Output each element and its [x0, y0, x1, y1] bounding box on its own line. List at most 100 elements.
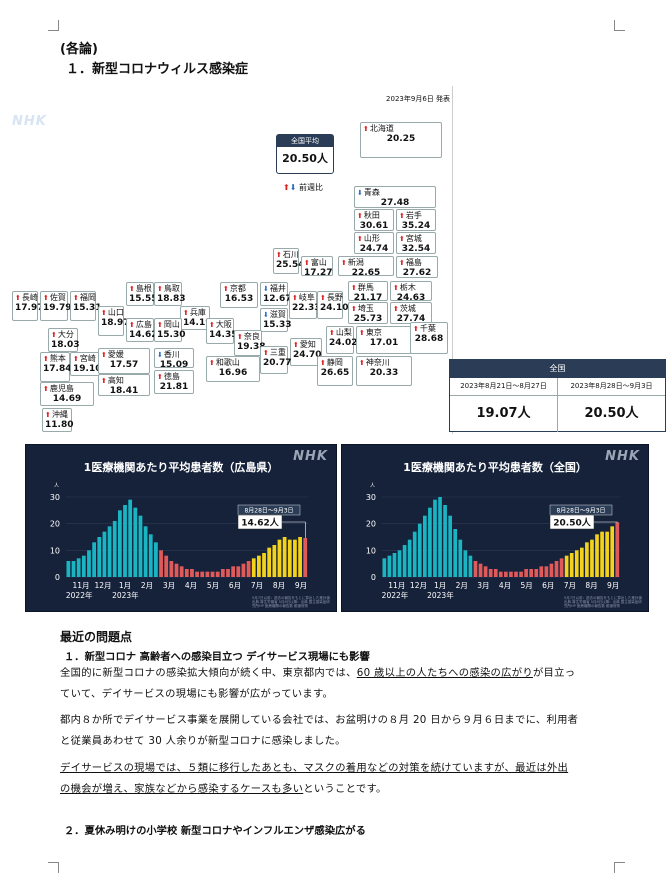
prefecture-23: ⬆茨城 27.74: [390, 302, 432, 324]
prefecture-name: ⬆宮城: [399, 234, 433, 244]
prefecture-value: 18.41: [109, 386, 139, 396]
prefecture-44: ⬆神奈川 20.33: [356, 356, 412, 386]
bar: [267, 547, 272, 577]
bar: [483, 566, 488, 577]
prefecture-name-text: 茨城: [399, 304, 416, 313]
bar: [458, 539, 463, 577]
bar: [257, 555, 261, 577]
prefecture-value: 25.54: [276, 260, 305, 270]
x-tick-label: 2月: [141, 581, 153, 590]
y-tick-label: 20: [50, 520, 60, 529]
down-arrow-icon: ⬇: [289, 183, 297, 192]
bar: [478, 563, 483, 577]
bar: [438, 497, 442, 577]
prefecture-value: 21.81: [159, 382, 189, 392]
bar: [473, 561, 478, 577]
prefecture-name: ⬆千葉: [413, 324, 445, 334]
prefecture-name: ⬆三重: [263, 348, 286, 358]
bar: [569, 553, 574, 577]
bar: [251, 558, 256, 577]
up-arrow-icon: ⬆: [129, 321, 135, 329]
prefecture-name: ⬆岡山: [157, 320, 180, 330]
bar: [605, 531, 609, 577]
heading-section1: １．新型コロナウィルス感染症: [66, 62, 249, 77]
prefecture-name-text: 島根: [135, 284, 152, 293]
bar: [493, 569, 498, 577]
up-arrow-icon: ⬆: [73, 294, 79, 302]
prefecture-name-text: 高知: [107, 376, 124, 385]
bar: [443, 505, 447, 577]
bar: [293, 539, 297, 577]
prefecture-34: ⬆東京 17.01: [356, 326, 412, 354]
up-arrow-icon: ⬆: [45, 411, 51, 419]
y-tick-label: 30: [366, 493, 376, 502]
prefecture-name: ⬆岐阜: [292, 293, 315, 303]
up-arrow-icon: ⬆: [399, 235, 405, 243]
prefecture-15: ⬆鳥取 18.83: [154, 282, 186, 306]
summary-col1-label: 2023年8月21日～8月27日: [450, 378, 557, 396]
down-arrow-icon: ⬇: [357, 189, 363, 197]
prefecture-name-text: 福井: [269, 284, 286, 293]
prefecture-1: ⬇青森 27.48: [354, 186, 436, 208]
prefecture-name-text: 岩手: [405, 211, 422, 220]
prefecture-value: 24.10: [320, 303, 349, 313]
prefecture-value: 12.67: [263, 294, 292, 304]
national-average-value: 20.50人: [282, 152, 328, 165]
bar: [423, 515, 427, 577]
prefecture-value: 15.31: [73, 303, 102, 313]
bar: [407, 539, 412, 577]
bar: [417, 523, 422, 577]
prefecture-43: ⬆静岡 26.65: [317, 356, 353, 386]
up-arrow-icon: ⬆: [183, 309, 189, 317]
up-arrow-icon: ⬆: [43, 385, 49, 393]
prefecture-name-text: 千葉: [419, 324, 436, 333]
prefecture-name: ⬆愛媛: [101, 350, 147, 360]
prefecture-4: ⬆山形 24.74: [354, 232, 394, 254]
bar: [282, 537, 287, 577]
bar: [428, 507, 432, 577]
prefecture-map: NHK 2023年9月6日 発表 全国平均 20.50人 ⬆⬇ 前週比 ⬆北海道…: [8, 86, 453, 434]
prefecture-name: ⬆神奈川: [359, 358, 409, 368]
prefecture-0: ⬆北海道 20.25: [360, 122, 442, 158]
compare-legend: ⬆⬇ 前週比: [283, 182, 323, 193]
up-arrow-icon: ⬆: [237, 333, 243, 341]
prefecture-value: 18.83: [157, 294, 186, 304]
up-arrow-icon: ⬆: [351, 305, 357, 313]
y-unit-label: 人: [54, 483, 59, 489]
summary-col-prev: 2023年8月21日～8月27日 19.07人: [450, 378, 558, 432]
prefecture-value: 24.02: [329, 338, 358, 348]
bar: [564, 555, 569, 577]
prefecture-name-text: 愛媛: [107, 350, 124, 359]
prefecture-19: ⬆岐阜 22.33: [289, 291, 320, 319]
prefecture-name-text: 北海道: [369, 124, 394, 133]
prefecture-name: ⬆富山: [304, 258, 330, 268]
y-tick-label: 30: [50, 493, 60, 502]
up-arrow-icon: ⬆: [320, 359, 326, 367]
prefecture-name: ⬆佐賀: [43, 293, 66, 303]
prefecture-name: ⬆東京: [359, 328, 409, 338]
prefecture-name-text: 山口: [107, 308, 124, 317]
prefecture-7: ⬆富山 17.27: [301, 256, 333, 278]
bar: [102, 531, 107, 577]
p3-underlined-a: デイサービスの現場では、５類に移行したあとも、マスクの着用などの対策を続けていま…: [60, 762, 569, 774]
down-arrow-icon: ⬇: [263, 285, 269, 293]
up-arrow-icon: ⬆: [329, 329, 335, 337]
prefecture-16: ⬆兵庫 14.19: [180, 306, 211, 330]
item1-title: １．新型コロナ 高齢者への感染目立つ デイサービス現場にも影響: [64, 651, 370, 663]
prefecture-name: ⬆石川: [276, 250, 299, 260]
bar: [97, 537, 102, 577]
crop-mark-bottom-right: [614, 862, 625, 873]
prefecture-38: ⬆愛媛 17.57: [98, 348, 150, 374]
prefecture-30: ⬆宮崎 19.10: [70, 352, 101, 376]
up-arrow-icon: ⬆: [351, 284, 357, 292]
prefecture-name-text: 岐阜: [298, 293, 315, 302]
prefecture-value: 26.65: [320, 368, 350, 378]
summary-header: 全国: [450, 360, 665, 378]
bar: [574, 550, 579, 577]
map-date: 2023年9月6日 発表: [386, 95, 450, 103]
prefecture-name-text: 石川: [282, 250, 299, 259]
up-arrow-icon: ⬆: [101, 377, 107, 385]
summary-col-latest: 2023年8月28日～9月3日 20.50人: [558, 378, 665, 432]
prefecture-6: ⬆石川 25.54: [273, 248, 305, 274]
prefecture-26: ⬇滋賀 15.33: [260, 308, 291, 332]
